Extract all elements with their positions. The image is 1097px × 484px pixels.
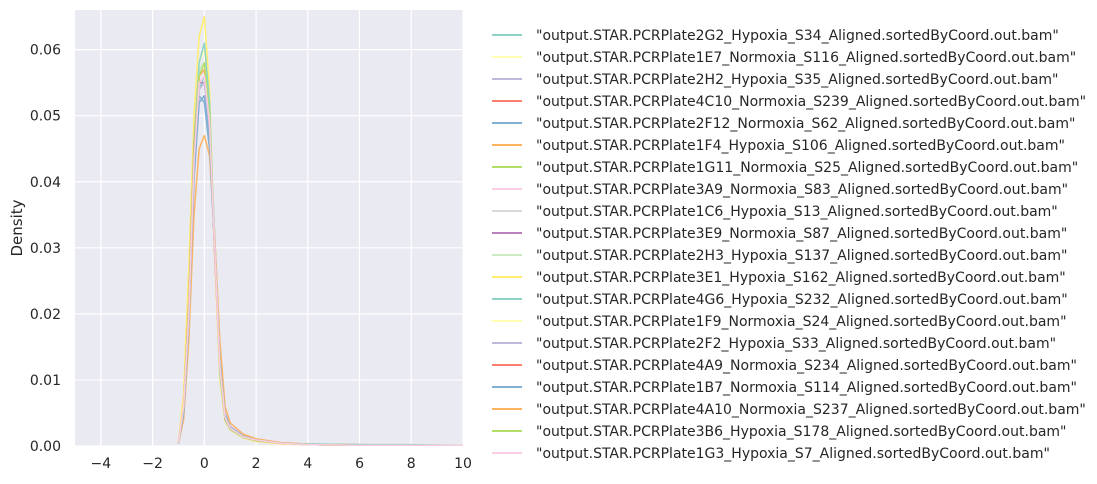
y-tick-label: 0.03 — [30, 241, 61, 257]
legend-entry: "output.STAR.PCRPlate4C10_Normoxia_S239_… — [536, 94, 1086, 110]
legend-entry: "output.STAR.PCRPlate2F2_Hypoxia_S33_Ali… — [536, 336, 1056, 352]
y-tick-label: 0.05 — [30, 109, 61, 125]
legend: "output.STAR.PCRPlate2G2_Hypoxia_S34_Ali… — [492, 28, 1086, 462]
series-line — [177, 75, 463, 446]
y-axis-label: Density — [8, 199, 26, 256]
y-tick-label: 0.02 — [30, 307, 61, 323]
x-tick-label: 0 — [200, 456, 209, 472]
x-tick-label: −2 — [142, 456, 163, 472]
legend-entry: "output.STAR.PCRPlate1G3_Hypoxia_S7_Alig… — [536, 446, 1050, 462]
legend-entry: "output.STAR.PCRPlate1G11_Normoxia_S25_A… — [536, 160, 1078, 176]
legend-entry: "output.STAR.PCRPlate1E7_Normoxia_S116_A… — [536, 50, 1076, 66]
x-tick-label: 4 — [303, 456, 312, 472]
y-tick-label: 0.04 — [30, 175, 61, 191]
x-tick-label: 10 — [454, 456, 472, 472]
y-tick-label: 0.01 — [30, 373, 61, 389]
legend-entry: "output.STAR.PCRPlate4A9_Normoxia_S234_A… — [536, 358, 1077, 374]
legend-entry: "output.STAR.PCRPlate2G2_Hypoxia_S34_Ali… — [536, 28, 1059, 44]
y-tick-label: 0.06 — [30, 43, 61, 59]
legend-entry: "output.STAR.PCRPlate2H2_Hypoxia_S35_Ali… — [536, 72, 1059, 88]
legend-entry: "output.STAR.PCRPlate1B7_Normoxia_S114_A… — [536, 380, 1077, 396]
legend-entry: "output.STAR.PCRPlate3A9_Normoxia_S83_Al… — [536, 182, 1068, 198]
legend-entry: "output.STAR.PCRPlate2H3_Hypoxia_S137_Al… — [536, 248, 1067, 264]
legend-entry: "output.STAR.PCRPlate3E9_Normoxia_S87_Al… — [536, 226, 1067, 242]
legend-entry: "output.STAR.PCRPlate3E1_Hypoxia_S162_Al… — [536, 270, 1066, 286]
y-axis-ticks: 0.00 0.01 0.02 0.03 0.04 0.05 0.06 — [30, 43, 61, 455]
x-axis-ticks: −4 −2 0 2 4 6 8 10 — [91, 456, 472, 472]
legend-entry: "output.STAR.PCRPlate2F12_Normoxia_S62_A… — [536, 116, 1075, 132]
legend-entry: "output.STAR.PCRPlate3B6_Hypoxia_S178_Al… — [536, 424, 1066, 440]
grid-lines — [75, 10, 464, 447]
series-lines — [177, 15, 463, 446]
x-tick-label: −4 — [91, 456, 112, 472]
legend-entry: "output.STAR.PCRPlate4A10_Normoxia_S237_… — [536, 402, 1086, 418]
legend-entry: "output.STAR.PCRPlate1F9_Normoxia_S24_Al… — [536, 314, 1067, 330]
x-tick-label: 6 — [355, 456, 364, 472]
x-tick-label: 2 — [252, 456, 261, 472]
legend-entry: "output.STAR.PCRPlate1F4_Hypoxia_S106_Al… — [536, 138, 1065, 154]
legend-entry: "output.STAR.PCRPlate4G6_Hypoxia_S232_Al… — [536, 292, 1068, 308]
legend-entry: "output.STAR.PCRPlate1C6_Hypoxia_S13_Ali… — [536, 204, 1058, 220]
x-tick-label: 8 — [407, 456, 416, 472]
y-tick-label: 0.00 — [30, 439, 61, 455]
plot-background — [75, 10, 463, 446]
